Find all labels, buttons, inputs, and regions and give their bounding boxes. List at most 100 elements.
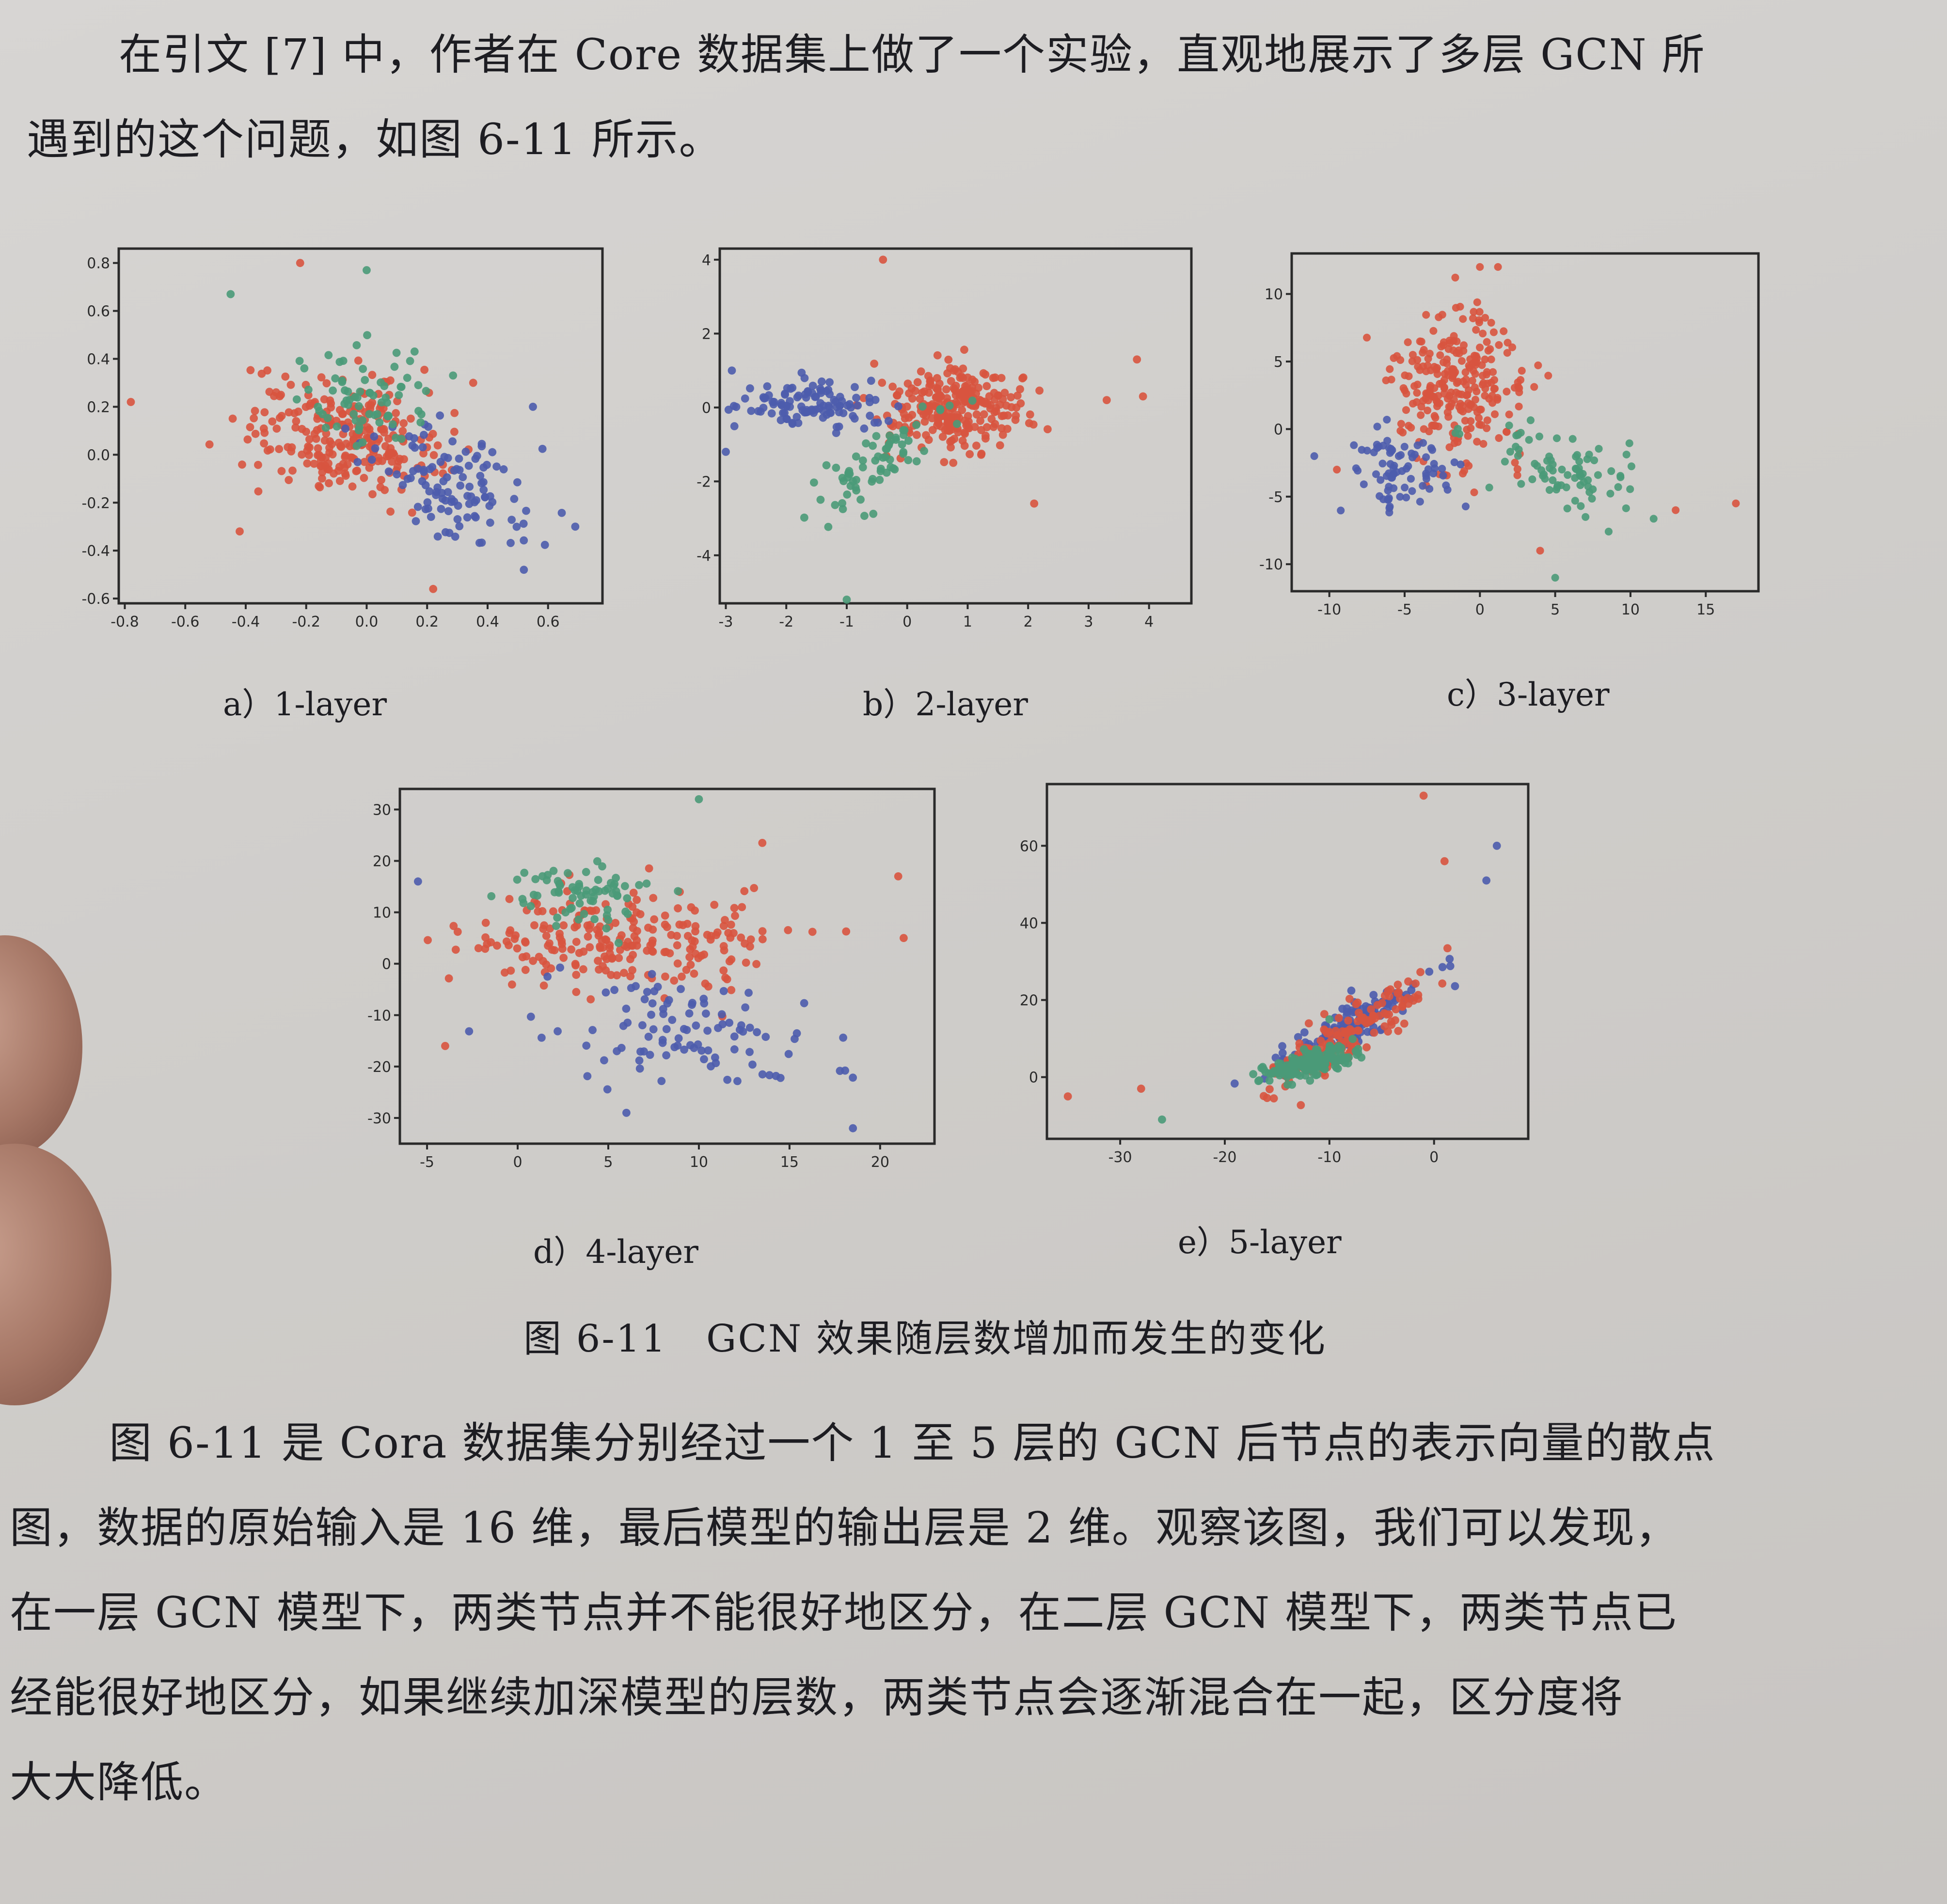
data-point-green xyxy=(568,883,577,892)
data-point-red xyxy=(1534,361,1542,369)
data-point-green xyxy=(1526,416,1535,425)
data-point-blue xyxy=(753,1028,761,1037)
y-tick-label: 0 xyxy=(382,956,391,973)
data-point-red xyxy=(1488,392,1496,400)
data-point-red xyxy=(1462,375,1470,383)
data-point-green xyxy=(885,440,893,448)
data-point-red xyxy=(1475,405,1484,414)
data-point-red xyxy=(661,911,669,920)
data-point-blue xyxy=(744,989,753,997)
data-point-green xyxy=(1649,515,1658,523)
data-point-red xyxy=(1019,373,1028,382)
data-point-red xyxy=(594,931,603,940)
data-point-red xyxy=(980,410,988,419)
data-point-blue xyxy=(688,999,696,1007)
data-point-blue xyxy=(623,1018,632,1027)
data-point-green xyxy=(575,882,584,891)
data-point-red xyxy=(451,945,460,954)
data-point-red xyxy=(1387,376,1395,384)
data-point-green xyxy=(869,475,877,483)
data-point-red xyxy=(1063,1092,1072,1101)
data-point-red xyxy=(619,969,628,977)
data-point-red xyxy=(334,439,343,447)
data-point-blue xyxy=(465,1027,474,1036)
data-point-red xyxy=(942,385,950,393)
data-point-red xyxy=(327,403,335,412)
x-tick-label: 5 xyxy=(603,1154,613,1171)
data-point-red xyxy=(1503,428,1511,436)
data-point-red xyxy=(950,384,958,393)
data-point-blue xyxy=(719,987,728,995)
data-point-red xyxy=(511,931,520,940)
data-point-blue xyxy=(398,481,407,489)
data-point-red xyxy=(335,406,344,414)
data-point-red xyxy=(648,939,656,948)
data-point-red xyxy=(1304,1019,1313,1028)
data-point-red xyxy=(977,449,986,458)
data-point-blue xyxy=(808,381,817,390)
data-point-green xyxy=(1257,1064,1266,1072)
data-point-red xyxy=(901,414,909,423)
y-tick-label: -4 xyxy=(696,548,711,565)
data-point-blue xyxy=(437,504,445,513)
data-point-red xyxy=(579,947,588,956)
data-point-red xyxy=(719,942,728,950)
data-point-red xyxy=(685,953,694,961)
data-point-blue xyxy=(748,1060,757,1069)
y-tick-label: 5 xyxy=(1274,354,1283,371)
data-point-blue xyxy=(662,1051,671,1060)
data-point-blue xyxy=(1360,480,1368,488)
data-point-red xyxy=(1139,392,1147,401)
data-point-red xyxy=(521,966,530,974)
data-point-red xyxy=(1137,1085,1145,1093)
data-point-blue xyxy=(554,1027,562,1036)
data-point-blue xyxy=(825,403,834,411)
data-point-red xyxy=(243,435,252,444)
data-point-blue xyxy=(510,495,519,503)
data-point-blue xyxy=(788,383,797,392)
data-point-green xyxy=(329,386,337,395)
data-point-red xyxy=(298,425,306,433)
data-point-red xyxy=(719,966,728,975)
data-point-green xyxy=(1549,476,1557,484)
data-point-red xyxy=(544,942,552,950)
data-point-red xyxy=(808,928,817,936)
data-point-red xyxy=(325,479,333,488)
data-point-blue xyxy=(447,495,456,504)
data-point-green xyxy=(862,439,871,448)
data-point-red xyxy=(1428,421,1436,430)
data-point-green xyxy=(396,382,405,391)
data-point-green xyxy=(304,385,313,394)
x-tick-label: 10 xyxy=(1621,601,1640,618)
data-point-blue xyxy=(1300,1028,1309,1037)
data-point-green xyxy=(1533,462,1541,470)
data-point-red xyxy=(1468,377,1476,385)
data-point-red xyxy=(741,939,749,948)
data-point-blue xyxy=(776,416,785,425)
x-tick-label: -10 xyxy=(1317,601,1341,618)
data-point-red xyxy=(1342,1027,1350,1036)
data-point-red xyxy=(1476,344,1484,352)
data-point-green xyxy=(414,381,423,390)
data-point-blue xyxy=(797,368,806,377)
data-point-green xyxy=(674,887,682,896)
data-point-blue xyxy=(702,1009,710,1018)
data-point-red xyxy=(1402,406,1410,414)
data-point-green xyxy=(852,486,861,495)
data-point-red xyxy=(1475,421,1484,429)
data-point-blue xyxy=(443,488,452,496)
data-point-green xyxy=(912,457,921,466)
data-point-blue xyxy=(640,995,649,1004)
data-point-red xyxy=(746,935,755,944)
data-point-green xyxy=(390,362,399,371)
data-point-red xyxy=(972,441,981,450)
data-point-blue xyxy=(1402,493,1410,502)
data-point-red xyxy=(555,933,564,942)
data-point-green xyxy=(361,376,369,384)
data-point-red xyxy=(1476,263,1484,271)
y-tick-label: 0.8 xyxy=(87,255,110,272)
data-point-red xyxy=(742,959,750,967)
data-point-red xyxy=(275,445,284,454)
data-point-red xyxy=(260,439,269,448)
data-point-red xyxy=(758,838,767,847)
